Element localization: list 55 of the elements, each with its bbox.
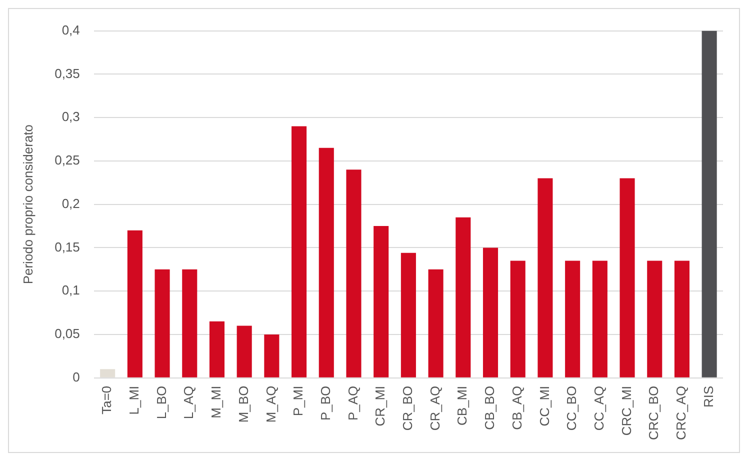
- x-tick-label: CB_AQ: [509, 386, 524, 430]
- bar: [154, 269, 170, 378]
- bar: [292, 126, 307, 378]
- x-tick-label: L_MI: [126, 386, 142, 415]
- y-axis-title: Periodo proprio considerato: [20, 124, 36, 284]
- x-tick-label: M_AQ: [263, 386, 278, 423]
- y-tick-label: 0,35: [54, 66, 80, 81]
- x-tick-label: L_AQ: [181, 386, 196, 420]
- x-tick-label: CR_BO: [400, 386, 416, 431]
- x-tick-label: CR_AQ: [427, 386, 442, 431]
- x-tick-label: P_BO: [318, 386, 333, 421]
- x-tick-label: P_AQ: [345, 386, 360, 421]
- y-tick-label: 0,25: [54, 152, 80, 168]
- bar: [428, 269, 444, 378]
- x-tick-label: M_BO: [236, 386, 251, 423]
- bar: [647, 260, 662, 378]
- x-tick-label: CRC_BO: [646, 386, 662, 440]
- bar: [374, 226, 389, 378]
- y-tick-label: 0,2: [62, 196, 80, 211]
- x-tick-label: CRC_AQ: [674, 386, 689, 440]
- bar: [620, 178, 635, 378]
- bar: [346, 170, 362, 378]
- y-tick-label: 0,1: [62, 282, 80, 298]
- bar: [510, 260, 526, 378]
- x-tick-label: M_MI: [208, 386, 224, 418]
- x-tick-label: CB_MI: [454, 386, 470, 426]
- x-tick-label: CC_AQ: [591, 386, 606, 431]
- y-tick-label: 0,3: [62, 109, 80, 124]
- y-tick-label: 0,15: [54, 239, 80, 254]
- x-tick-label: CB_BO: [482, 386, 498, 430]
- bar: [456, 217, 471, 378]
- x-tick-label: CRC_MI: [618, 386, 634, 436]
- bar: [318, 148, 334, 378]
- bar: [400, 252, 416, 378]
- bar: [264, 334, 280, 378]
- x-tick-label: CC_BO: [564, 386, 580, 431]
- bar: [565, 260, 580, 378]
- y-tick-label: 0,05: [54, 326, 80, 342]
- x-tick-label: CC_MI: [536, 386, 552, 426]
- x-tick-label: RIS: [700, 385, 716, 408]
- bar: [209, 321, 225, 378]
- bar: [592, 260, 608, 378]
- bar: [538, 178, 553, 378]
- bar: [674, 260, 690, 378]
- y-tick-label: 0: [72, 369, 80, 384]
- x-tick-label: Ta=0: [99, 386, 114, 414]
- bar: [702, 30, 717, 378]
- x-tick-label: P_MI: [290, 386, 306, 416]
- y-tick-label: 0,4: [62, 22, 80, 38]
- x-tick-label: L_BO: [154, 386, 169, 420]
- bar: [182, 269, 198, 378]
- bar: [482, 248, 498, 378]
- bar: [127, 230, 142, 378]
- x-tick-label: CR_MI: [372, 386, 388, 426]
- bar: [236, 326, 252, 378]
